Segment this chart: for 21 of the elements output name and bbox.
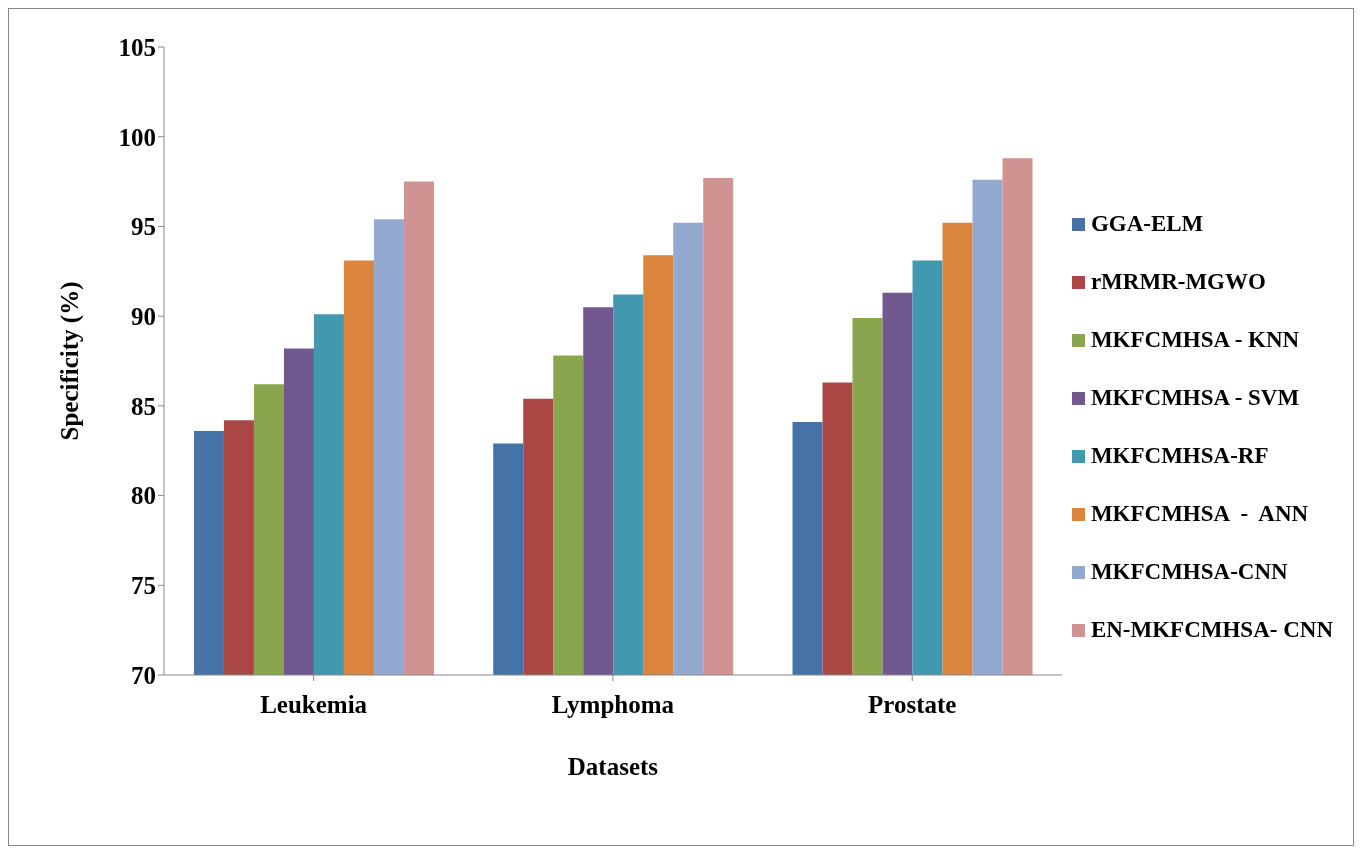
legend-label: MKFCMHSA - SVM — [1090, 385, 1300, 411]
legend-label: GGA-ELM — [1090, 211, 1204, 237]
y-tick-label: 85 — [131, 392, 156, 420]
y-axis-title: Specificity (%) — [55, 281, 84, 441]
x-tick-label: Prostate — [868, 690, 957, 718]
legend-label: EN-MKFCMHSA- CNN — [1090, 617, 1333, 643]
y-tick-label: 90 — [131, 303, 156, 331]
x-axis-title: Datasets — [567, 753, 659, 780]
legend-label: MKFCMHSA-RF — [1090, 443, 1269, 469]
x-tick-label: Lymphoma — [551, 690, 675, 718]
legend-label: rMRMR-MGWO — [1090, 269, 1266, 295]
y-tick-label: 80 — [131, 482, 156, 510]
y-tick-label: 95 — [131, 213, 156, 241]
y-tick-label: 70 — [131, 661, 156, 689]
legend-label: MKFCMHSA - ANN — [1090, 501, 1309, 527]
y-tick-label: 105 — [118, 33, 156, 61]
y-tick-label: 75 — [131, 572, 156, 600]
legend-label: MKFCMHSA - KNN — [1090, 327, 1300, 353]
legend-label: MKFCMHSA-CNN — [1090, 559, 1288, 585]
y-tick-label: 100 — [118, 123, 156, 151]
x-tick-label: Leukemia — [260, 690, 368, 718]
